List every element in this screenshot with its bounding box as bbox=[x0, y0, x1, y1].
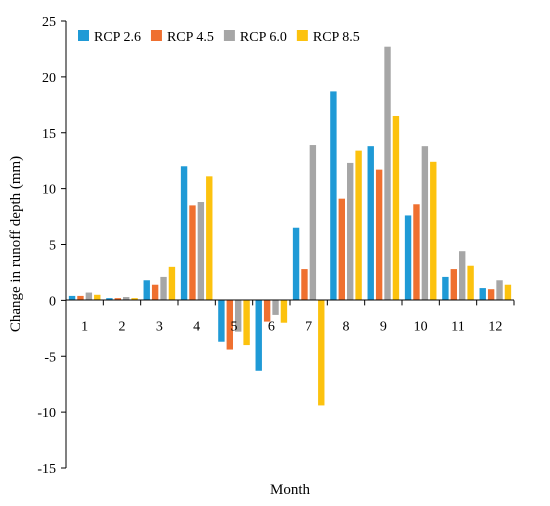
bar-rcp-8-5-month-10 bbox=[430, 161, 437, 301]
x-tick-label: 8 bbox=[343, 319, 350, 334]
x-tick-label: 9 bbox=[380, 319, 387, 334]
legend-swatch bbox=[223, 30, 235, 41]
legend-label: RCP 4.5 bbox=[167, 30, 214, 45]
bar-rcp-2-6-month-7 bbox=[292, 227, 300, 301]
bar-rcp-8-5-month-6 bbox=[280, 300, 288, 323]
y-tick-label: 25 bbox=[42, 15, 56, 30]
y-tick-label: 0 bbox=[49, 294, 56, 309]
x-tick-label: 6 bbox=[268, 319, 275, 334]
legend-swatch bbox=[150, 30, 162, 41]
bar-rcp-6-0-month-4 bbox=[197, 202, 205, 301]
y-tick-label: -10 bbox=[37, 406, 56, 421]
bar-rcp-4-5-month-7 bbox=[301, 269, 308, 301]
bar-rcp-2-6-month-9 bbox=[367, 146, 374, 301]
bar-rcp-6-0-month-8 bbox=[347, 162, 354, 301]
bar-rcp-4-5-month-3 bbox=[151, 284, 159, 301]
x-tick-label: 12 bbox=[488, 319, 502, 334]
bar-rcp-4-5-month-4 bbox=[189, 205, 196, 301]
bar-rcp-2-6-month-3 bbox=[143, 280, 150, 301]
x-tick-label: 2 bbox=[119, 319, 126, 334]
x-tick-label: 11 bbox=[451, 319, 464, 334]
bar-rcp-2-6-month-12 bbox=[479, 288, 486, 301]
y-tick-label: 10 bbox=[42, 183, 56, 198]
legend: RCP 2.6 RCP 4.5 RCP 6.0 RCP 8.5 bbox=[78, 30, 360, 45]
bar-rcp-2-6-month-5 bbox=[218, 300, 225, 342]
legend-label: RCP 2.6 bbox=[94, 30, 141, 45]
bar-rcp-8-5-month-11 bbox=[467, 265, 474, 301]
bar-rcp-8-5-month-12 bbox=[504, 284, 512, 301]
bar-rcp-2-6-month-6 bbox=[255, 300, 262, 371]
legend-swatch bbox=[78, 30, 89, 41]
bar-rcp-6-0-month-9 bbox=[384, 46, 391, 301]
bar-rcp-4-5-month-8 bbox=[338, 198, 345, 301]
bar-rcp-6-0-month-6 bbox=[272, 300, 279, 315]
y-tick-label: 20 bbox=[42, 71, 56, 86]
bar-rcp-8-5-month-8 bbox=[355, 150, 362, 301]
x-tick-label: 1 bbox=[81, 319, 88, 334]
y-ticks: -15 -10 -5 0 5 10 15 20 25 bbox=[37, 15, 66, 477]
bar-rcp-4-5-month-9 bbox=[375, 169, 383, 301]
y-axis-label: Change in runoff depth (mm) bbox=[8, 156, 24, 332]
bar-rcp-2-6-month-4 bbox=[180, 166, 188, 301]
x-ticks: 1 2 3 4 5 6 7 8 9 10 11 12 bbox=[65, 300, 515, 334]
bar-rcp-6-0-month-3 bbox=[160, 276, 167, 301]
legend-label: RCP 6.0 bbox=[240, 30, 287, 45]
bar-rcp-2-6-month-1 bbox=[68, 295, 76, 301]
legend-swatch bbox=[296, 30, 308, 41]
y-tick-label: -15 bbox=[37, 462, 56, 477]
bar-rcp-8-5-month-5 bbox=[243, 300, 250, 346]
bar-rcp-2-6-month-10 bbox=[404, 215, 412, 301]
bar-rcp-8-5-month-3 bbox=[168, 266, 176, 301]
bar-rcp-6-0-month-12 bbox=[496, 280, 503, 301]
x-tick-label: 4 bbox=[193, 319, 200, 334]
bar-rcp-6-0-month-2 bbox=[123, 297, 130, 301]
bar-rcp-6-0-month-7 bbox=[309, 145, 317, 301]
bar-rcp-8-5-month-2 bbox=[131, 298, 138, 301]
bar-rcp-4-5-month-2 bbox=[114, 298, 121, 301]
axes bbox=[65, 21, 514, 468]
bar-rcp-4-5-month-11 bbox=[450, 269, 457, 301]
bar-rcp-6-0-month-10 bbox=[421, 146, 429, 301]
x-axis-label: Month bbox=[270, 482, 311, 498]
bar-rcp-8-5-month-4 bbox=[206, 176, 213, 301]
bar-rcp-6-0-month-5 bbox=[235, 300, 242, 332]
x-tick-label: 5 bbox=[231, 319, 238, 334]
x-tick-label: 10 bbox=[414, 319, 428, 334]
bar-rcp-8-5-month-7 bbox=[318, 300, 325, 406]
legend-label: RCP 8.5 bbox=[313, 30, 360, 45]
bar-rcp-6-0-month-1 bbox=[85, 292, 93, 301]
bar-rcp-4-5-month-12 bbox=[487, 289, 495, 301]
bar-rcp-8-5-month-1 bbox=[94, 294, 101, 301]
y-tick-label: -5 bbox=[44, 350, 56, 365]
bar-rcp-4-5-month-5 bbox=[226, 300, 233, 350]
bar-rcp-4-5-month-10 bbox=[413, 204, 420, 301]
bar-rcp-8-5-month-9 bbox=[392, 115, 400, 301]
bar-rcp-2-6-month-2 bbox=[106, 298, 113, 301]
bar-rcp-6-0-month-11 bbox=[459, 251, 466, 301]
bar-rcp-2-6-month-11 bbox=[442, 276, 449, 301]
x-tick-label: 7 bbox=[305, 319, 312, 334]
bar-rcp-2-6-month-8 bbox=[330, 91, 337, 301]
y-tick-label: 5 bbox=[49, 239, 56, 254]
bar-rcp-4-5-month-1 bbox=[77, 295, 84, 301]
x-tick-label: 3 bbox=[156, 319, 163, 334]
bar-rcp-4-5-month-6 bbox=[263, 300, 271, 322]
y-tick-label: 15 bbox=[42, 127, 56, 142]
bars bbox=[68, 46, 512, 406]
